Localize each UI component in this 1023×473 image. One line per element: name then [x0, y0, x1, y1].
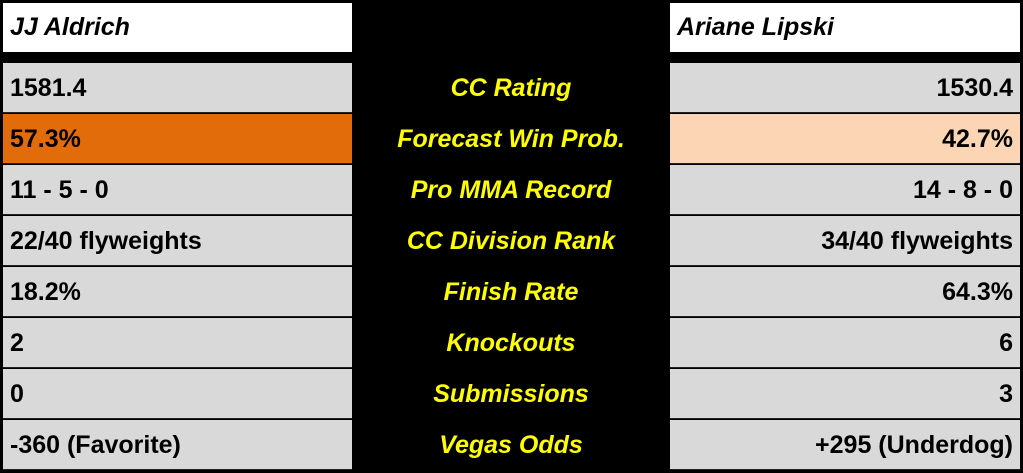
stat-label: CC Division Rank — [352, 216, 670, 266]
left-value: 1581.4 — [3, 63, 352, 113]
left-value: 22/40 flyweights — [3, 216, 352, 266]
table-row: -360 (Favorite) Vegas Odds +295 (Underdog) — [3, 420, 1020, 470]
left-value: 57.3% — [3, 114, 352, 164]
stat-label: Knockouts — [352, 318, 670, 368]
table-row: 22/40 flyweights CC Division Rank 34/40 fl… — [3, 216, 1020, 266]
right-value: 42.7% — [670, 114, 1020, 164]
right-fighter-name: Ariane Lipski — [670, 3, 1020, 52]
table-row: 2 Knockouts 6 — [3, 318, 1020, 368]
stat-label: Vegas Odds — [352, 420, 670, 470]
right-value: 34/40 flyweights — [670, 216, 1020, 266]
table-row: 18.2% Finish Rate 64.3% — [3, 267, 1020, 317]
left-value: -360 (Favorite) — [3, 420, 352, 470]
left-value: 2 — [3, 318, 352, 368]
right-value: 1530.4 — [670, 63, 1020, 113]
table-row: 0 Submissions 3 — [3, 369, 1020, 419]
right-value: +295 (Underdog) — [670, 420, 1020, 470]
stat-label: Forecast Win Prob. — [352, 114, 670, 164]
stat-label: Pro MMA Record — [352, 165, 670, 215]
right-value: 6 — [670, 318, 1020, 368]
left-fighter-name: JJ Aldrich — [3, 3, 352, 52]
right-value: 14 - 8 - 0 — [670, 165, 1020, 215]
stat-label: CC Rating — [352, 63, 670, 113]
left-value: 11 - 5 - 0 — [3, 165, 352, 215]
left-value: 0 — [3, 369, 352, 419]
table-row: 1581.4 CC Rating 1530.4 — [3, 63, 1020, 113]
stat-label: Submissions — [352, 369, 670, 419]
stat-label: Finish Rate — [352, 267, 670, 317]
right-value: 3 — [670, 369, 1020, 419]
left-value: 18.2% — [3, 267, 352, 317]
table-row: 57.3% Forecast Win Prob. 42.7% — [3, 114, 1020, 164]
right-value: 64.3% — [670, 267, 1020, 317]
table-row: 11 - 5 - 0 Pro MMA Record 14 - 8 - 0 — [3, 165, 1020, 215]
